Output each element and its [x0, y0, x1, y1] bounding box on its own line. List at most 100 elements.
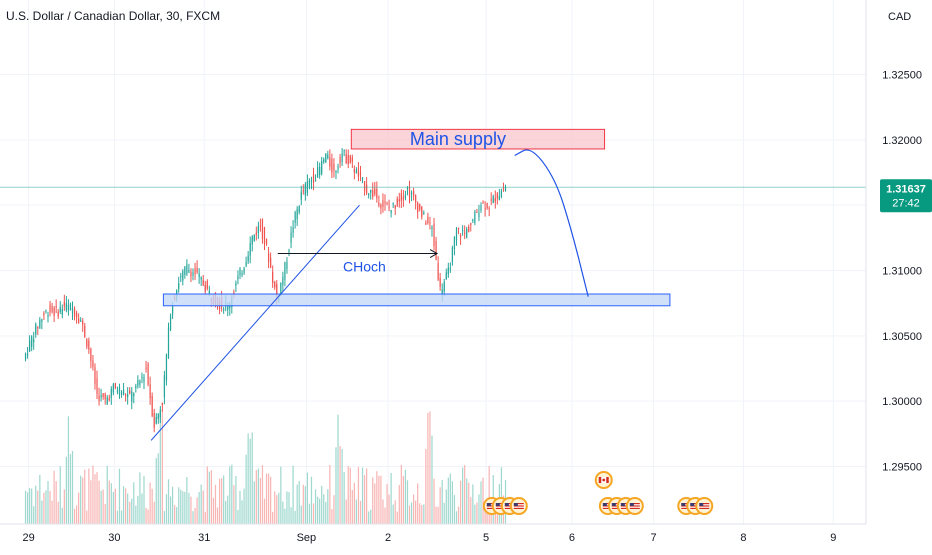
- volume-bar: [453, 495, 456, 524]
- volume-bar: [259, 478, 262, 524]
- candle-body: [470, 222, 472, 225]
- candle-body: [208, 290, 210, 294]
- volume-bar: [335, 447, 337, 524]
- volume-bar: [96, 472, 98, 524]
- volume-bar: [84, 469, 86, 524]
- volume-bar: [378, 475, 380, 524]
- time-tick-label: 9: [830, 532, 836, 544]
- candle-body: [206, 281, 208, 289]
- volume-bar: [390, 472, 392, 524]
- candle-body: [59, 306, 61, 312]
- candle-body: [141, 376, 143, 379]
- candle-body: [100, 394, 102, 398]
- volume-bar: [304, 486, 306, 524]
- volume-bar: [368, 511, 370, 524]
- price-tick-label: 1.31000: [882, 265, 922, 277]
- candle-body: [184, 266, 186, 275]
- time-tick-label: 5: [483, 532, 489, 544]
- volume-bar: [235, 475, 237, 524]
- volume-bar: [174, 505, 176, 524]
- candle-body: [202, 279, 204, 286]
- last-price-tag-bg: [880, 179, 932, 213]
- volume-bar: [357, 467, 360, 524]
- volume-bar: [118, 468, 121, 524]
- chart-title: U.S. Dollar / Canadian Dollar, 30, FXCM: [6, 9, 220, 23]
- flag-stripe: [513, 507, 524, 509]
- candle-body: [412, 190, 415, 197]
- volume-bar: [227, 495, 229, 524]
- volume-bar: [439, 487, 441, 524]
- time-tick-label: 31: [198, 532, 210, 544]
- candle-body: [433, 223, 435, 247]
- candle-body: [161, 402, 163, 406]
- volume-bar: [292, 465, 294, 524]
- candle-body: [90, 348, 92, 362]
- volume-bar: [239, 490, 241, 524]
- candle-body: [53, 308, 55, 316]
- candle-body: [292, 227, 294, 233]
- volume-bar: [400, 464, 402, 524]
- price-axis-panel[interactable]: [866, 0, 932, 524]
- volume-bar: [321, 485, 323, 524]
- supply-label: Main supply: [410, 129, 506, 149]
- volume-bar: [41, 500, 43, 524]
- volume-bar: [251, 432, 253, 524]
- time-axis: 29 30 31 Sep 2 5 6 7 8 9: [22, 532, 836, 544]
- candle-body: [286, 261, 288, 269]
- volume-bar: [419, 503, 421, 524]
- volume-bar: [345, 499, 347, 524]
- volume-bar: [298, 481, 300, 524]
- flag-band: [598, 477, 602, 483]
- candle-body: [488, 208, 490, 210]
- volume-bar: [402, 475, 404, 524]
- candle-body: [82, 320, 84, 325]
- volume-bar: [92, 465, 94, 524]
- volume-bar: [149, 482, 151, 524]
- candle-body: [386, 203, 388, 205]
- flag-stripe: [690, 507, 701, 509]
- volume-bar: [478, 494, 480, 524]
- candle-body: [300, 191, 302, 200]
- candle-body: [464, 232, 466, 234]
- volume-bar: [392, 504, 394, 524]
- candle-body: [480, 205, 482, 211]
- volume-bar: [347, 466, 349, 524]
- candle-body: [482, 201, 484, 203]
- candle-body: [147, 363, 149, 385]
- volume-bar: [486, 504, 488, 524]
- time-tick-label: 29: [22, 532, 34, 544]
- candle-body: [437, 263, 439, 281]
- candle-body: [51, 306, 53, 312]
- candle-body: [388, 206, 390, 208]
- candle-body: [327, 154, 329, 159]
- trendline: [150, 204, 360, 441]
- candle-body: [241, 272, 243, 276]
- flag-canton: [495, 503, 500, 506]
- flag-stripe: [620, 503, 631, 505]
- candle-body: [186, 264, 188, 275]
- volume-bar: [329, 464, 331, 524]
- volume-bar: [57, 501, 59, 524]
- volume-bar: [290, 507, 292, 524]
- flag-stripe: [486, 507, 497, 509]
- volume-bar: [171, 486, 174, 524]
- flag-canton: [486, 503, 491, 506]
- volume-bar: [257, 468, 259, 524]
- candle-body: [498, 195, 500, 201]
- candle-body: [153, 412, 155, 428]
- volume-bar: [316, 496, 319, 524]
- volume-bar: [496, 509, 498, 524]
- candle-body: [384, 201, 386, 204]
- candle-body: [92, 360, 94, 367]
- candle-body: [396, 198, 398, 206]
- volume-bar: [55, 481, 57, 524]
- candle-body: [431, 226, 433, 230]
- volume-bar: [112, 491, 114, 524]
- volume-bar: [49, 490, 51, 524]
- volume-bar: [139, 472, 141, 524]
- volume-bar: [202, 490, 204, 524]
- candle-body: [188, 269, 190, 273]
- candle-body: [96, 378, 98, 395]
- candle-body: [272, 271, 274, 283]
